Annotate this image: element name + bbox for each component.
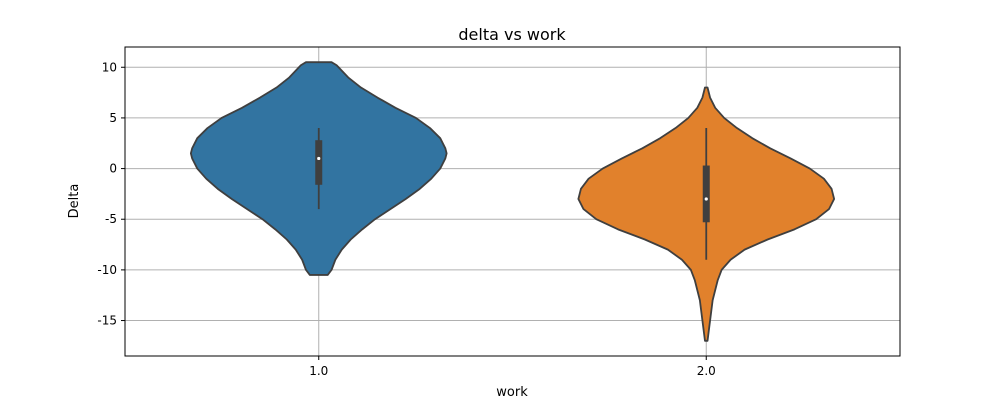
- x-axis-ticks: 1.0 2.0: [309, 356, 716, 378]
- box-markers: [315, 128, 710, 260]
- chart-title: delta vs work: [458, 25, 566, 44]
- y-tick-label: -10: [97, 263, 117, 277]
- x-axis-label: work: [496, 385, 528, 400]
- y-axis-ticks: 10 5 0 -5 -10 -15: [97, 60, 125, 328]
- iqr-box-2.0: [702, 165, 710, 223]
- x-tick-label: 2.0: [697, 364, 716, 378]
- y-tick-label: 5: [109, 111, 117, 125]
- y-tick-label: -5: [105, 212, 117, 226]
- violins: [189, 61, 836, 342]
- y-axis-label: Delta: [67, 184, 82, 219]
- median-marker-2.0: [704, 197, 708, 201]
- y-tick-label: 10: [102, 60, 117, 74]
- x-tick-label: 1.0: [309, 364, 328, 378]
- median-marker-1.0: [317, 156, 321, 161]
- plot-frame: [124, 46, 901, 357]
- iqr-box-1.0: [315, 140, 323, 185]
- y-tick-label: -15: [97, 314, 117, 328]
- y-tick-label: 0: [109, 162, 117, 176]
